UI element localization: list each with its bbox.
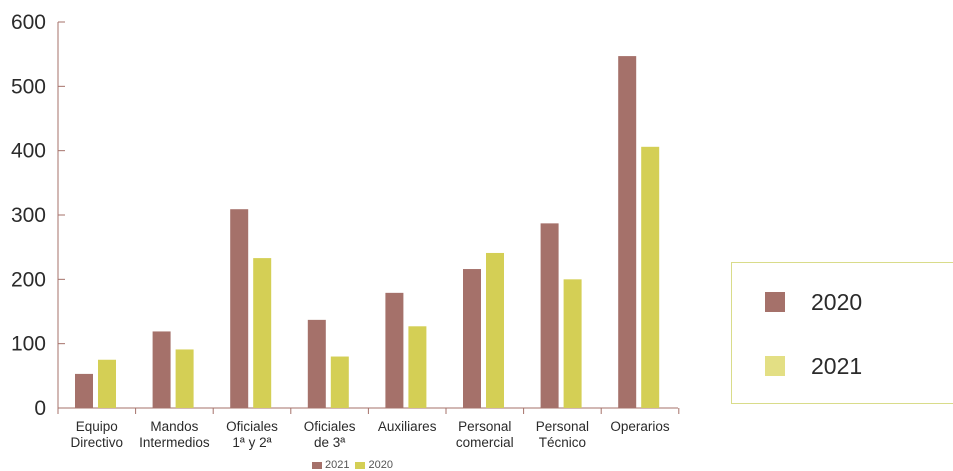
x-tick-label: 1ª y 2ª <box>232 435 272 450</box>
bar-2020-0 <box>75 373 93 408</box>
mini-legend-label: 2020 <box>368 459 393 471</box>
y-tick-label: 600 <box>11 11 46 34</box>
bar-2020-6 <box>540 223 559 408</box>
x-tick-label: Directivo <box>71 435 124 450</box>
bar-2021-6 <box>563 279 582 408</box>
y-tick-label: 100 <box>11 333 46 356</box>
bar-2020-3 <box>307 319 326 408</box>
bar-2020-7 <box>618 56 637 408</box>
mini-legend: 2021 2020 <box>312 459 393 471</box>
bar-2020-2 <box>230 209 249 408</box>
x-tick-label: Equipo <box>76 419 118 434</box>
x-tick-label: Oficiales <box>304 419 356 434</box>
bar-2020-1 <box>152 331 171 408</box>
legend-item-2021: 2021 <box>765 351 862 381</box>
y-tick-label: 0 <box>34 397 46 420</box>
bar-2021-5 <box>486 252 504 408</box>
bar-2021-2 <box>253 258 272 408</box>
y-tick-label: 300 <box>11 204 46 227</box>
bar-2020-5 <box>463 269 481 408</box>
x-tick-label: comercial <box>456 435 514 450</box>
mini-legend-label: 2021 <box>325 459 350 471</box>
mini-legend-item-2021: 2021 <box>312 459 349 471</box>
y-tick-label: 200 <box>11 268 46 291</box>
bar-2021-4 <box>408 326 427 408</box>
x-tick-label: de 3ª <box>314 435 346 450</box>
legend-item-2020: 2020 <box>765 287 862 317</box>
x-tick-label: Intermedios <box>139 435 210 450</box>
bar-2021-1 <box>175 349 194 408</box>
legend-label-2020: 2020 <box>811 288 863 315</box>
legend-label-2021: 2021 <box>811 352 863 379</box>
bar-2021-7 <box>641 146 660 408</box>
x-tick-label: Mandos <box>150 419 198 434</box>
x-tick-label: Operarios <box>610 419 670 434</box>
bar-2020-4 <box>385 292 404 408</box>
legend-swatch-2021 <box>765 356 785 376</box>
x-tick-label: Personal <box>536 419 589 434</box>
y-tick-label: 500 <box>11 75 46 98</box>
x-tick-label: Técnico <box>539 435 586 450</box>
mini-legend-item-2020: 2020 <box>355 459 393 471</box>
mini-legend-swatch <box>355 461 366 469</box>
y-tick-label: 400 <box>11 140 46 163</box>
x-tick-label: Auxiliares <box>378 419 437 434</box>
bar-2021-0 <box>98 359 116 408</box>
x-tick-label: Oficiales <box>226 419 278 434</box>
bar-2021-3 <box>330 356 349 408</box>
x-tick-label: Personal <box>458 419 511 434</box>
legend: 2020 2021 <box>731 262 953 404</box>
mini-legend-swatch <box>312 461 322 469</box>
legend-swatch-2020 <box>765 292 785 312</box>
